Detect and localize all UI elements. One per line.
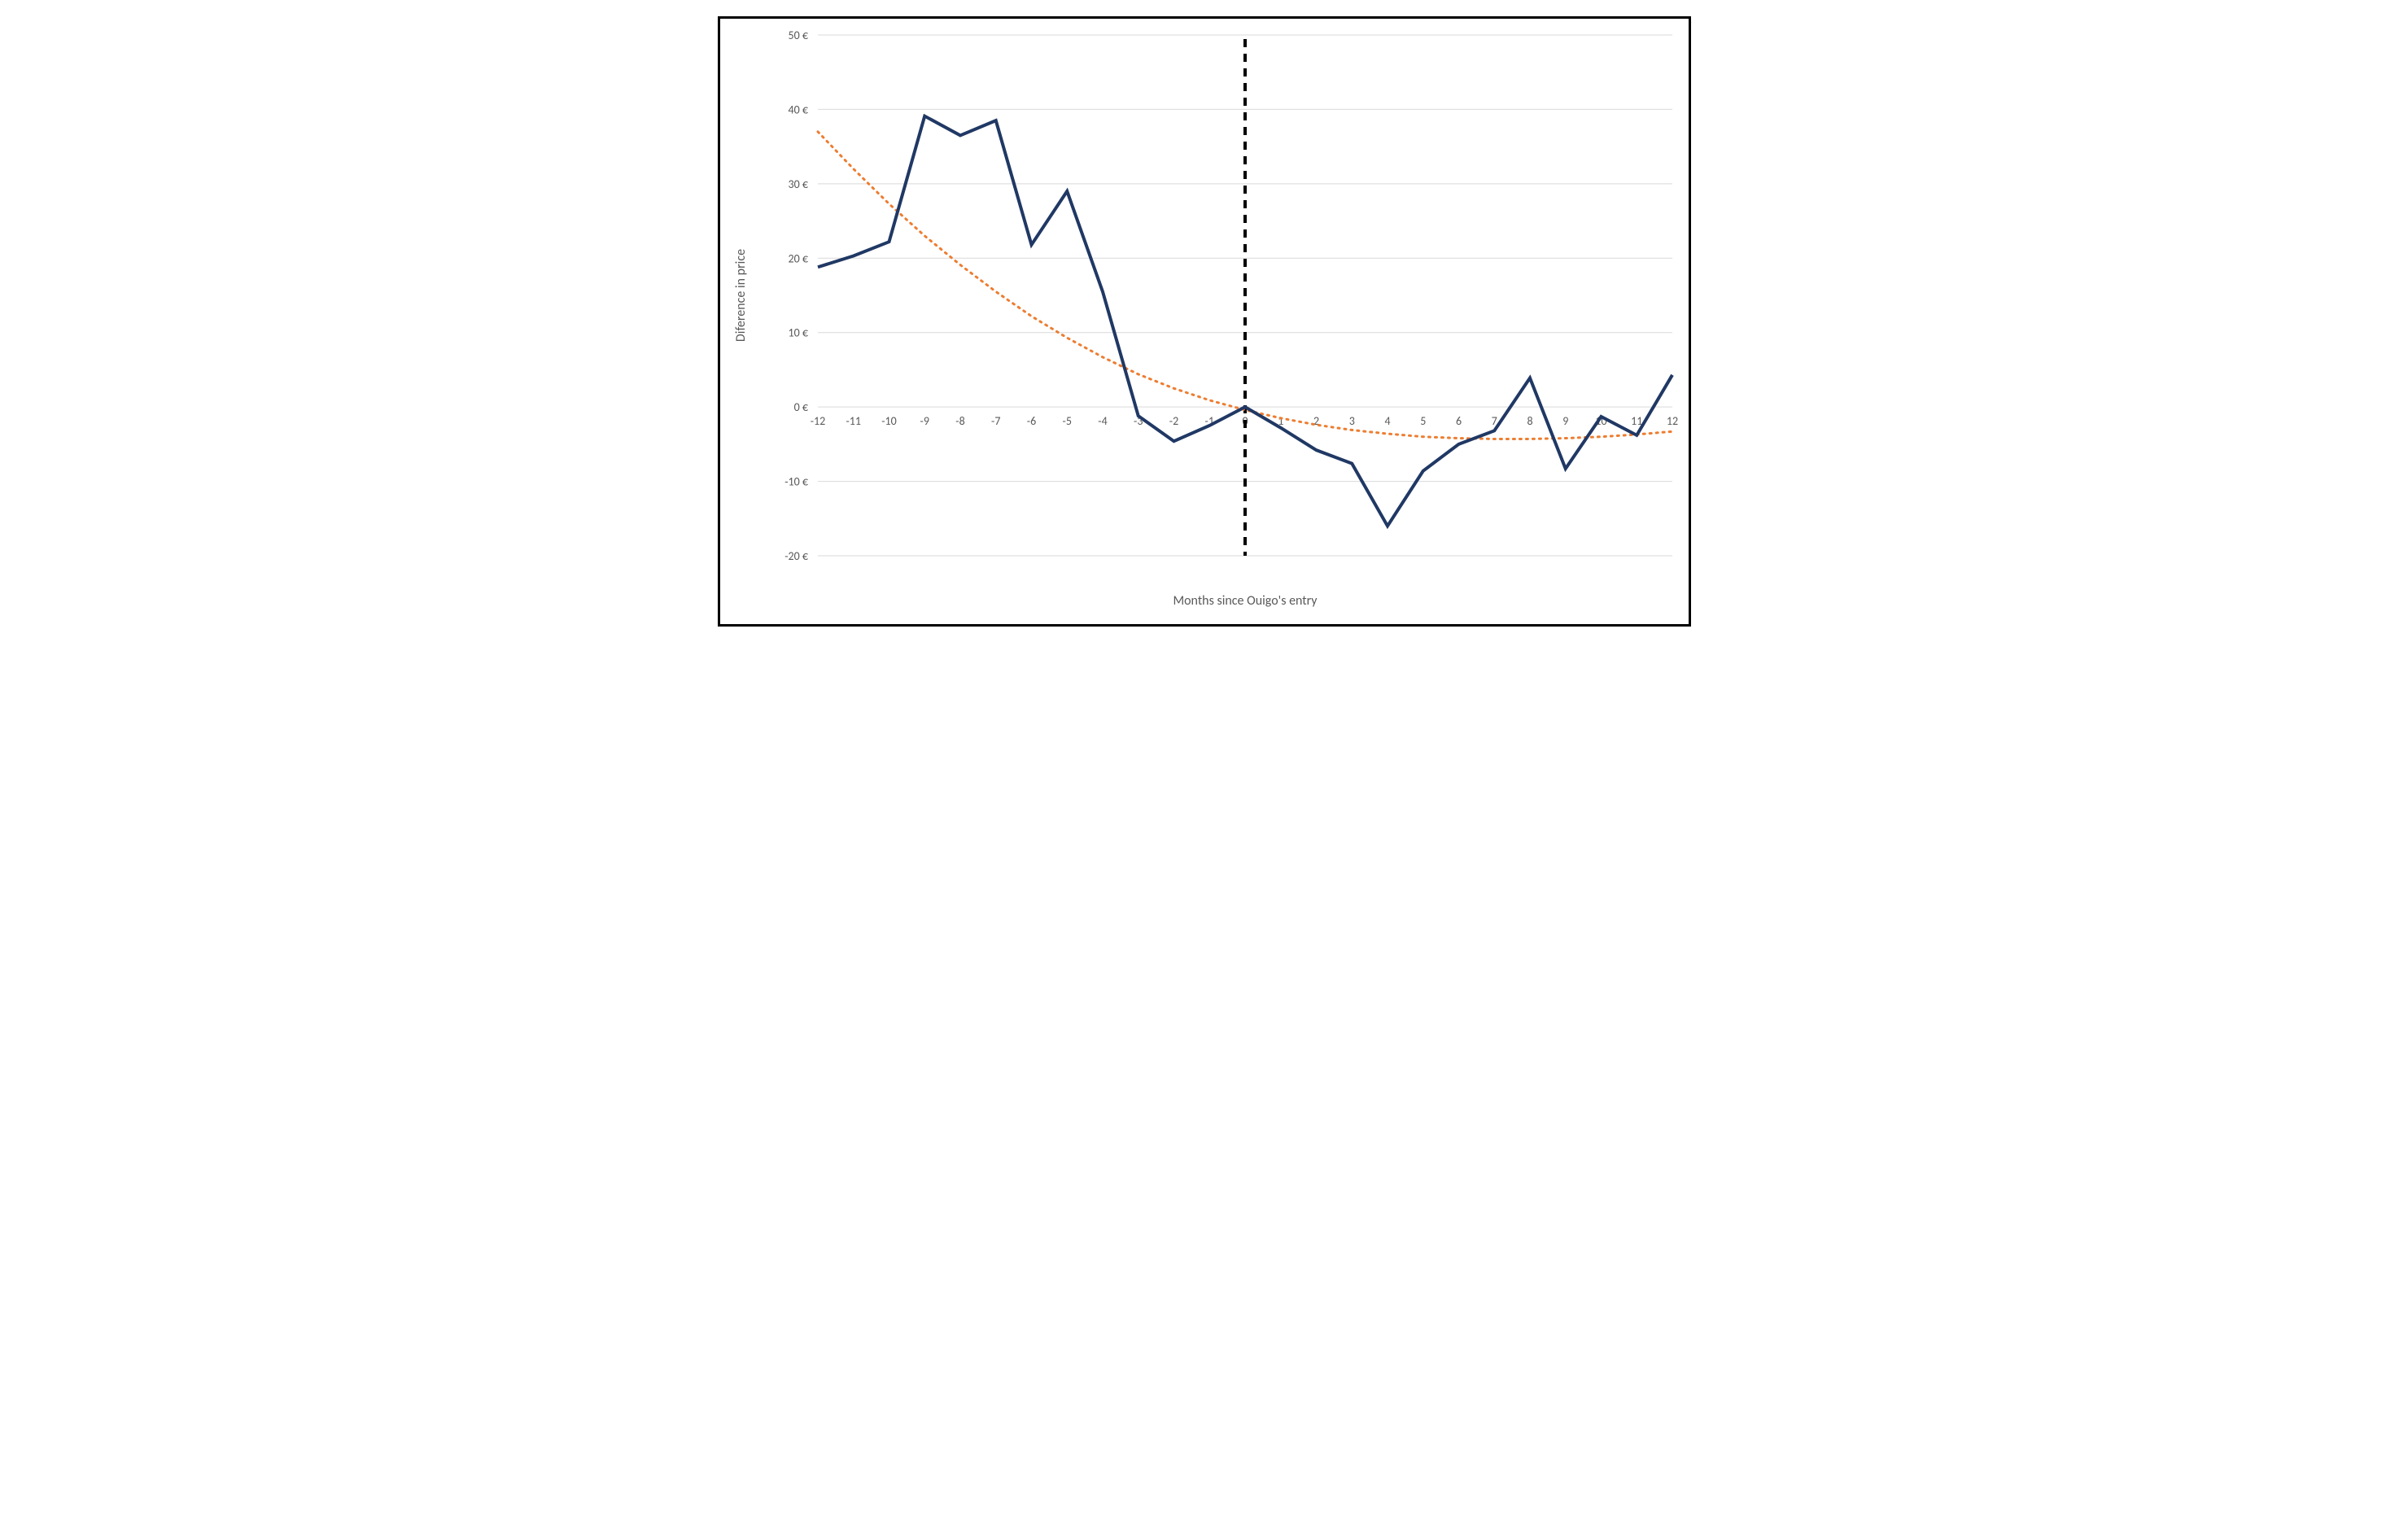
x-tick-label: -10 [881, 414, 896, 428]
y-tick-label: 40 € [788, 103, 807, 116]
x-axis-label: Months since Ouigo's entry [1173, 593, 1318, 609]
y-axis-label: Diference in price [733, 249, 749, 342]
x-tick-label: 4 [1384, 414, 1390, 428]
x-tick-label: -9 [920, 414, 929, 428]
y-tick-label: -10 € [784, 475, 808, 489]
y-tick-label: -20 € [784, 549, 808, 563]
x-tick-label: 3 [1348, 414, 1354, 428]
x-tick-label: 5 [1420, 414, 1426, 428]
x-tick-label: -12 [810, 414, 824, 428]
x-tick-label: -7 [991, 414, 1000, 428]
x-tick-label: -8 [955, 414, 964, 428]
y-tick-label: 0 € [793, 400, 807, 414]
x-tick-label: -11 [846, 414, 860, 428]
y-tick-label: 30 € [788, 177, 807, 191]
y-tick-label: 10 € [788, 326, 807, 340]
x-tick-label: -2 [1169, 414, 1178, 428]
x-tick-label: 8 [1527, 414, 1532, 428]
y-tick-label: 50 € [788, 28, 807, 42]
x-tick-label: -5 [1062, 414, 1071, 428]
x-tick-label: -4 [1098, 414, 1107, 428]
x-tick-label: 12 [1666, 414, 1677, 428]
chart-container: -20 € -10 € 0 € 10 € 20 € 30 € 40 € 50 € -12 -11 -… [718, 16, 1691, 627]
x-tick-label: -6 [1026, 414, 1035, 428]
y-tick-label: 20 € [788, 251, 807, 265]
line-chart: -20 € -10 € 0 € 10 € 20 € 30 € 40 € 50 € -12 -11 -… [720, 19, 1693, 629]
x-tick-label: 9 [1562, 414, 1568, 428]
x-tick-label: 6 [1455, 414, 1461, 428]
